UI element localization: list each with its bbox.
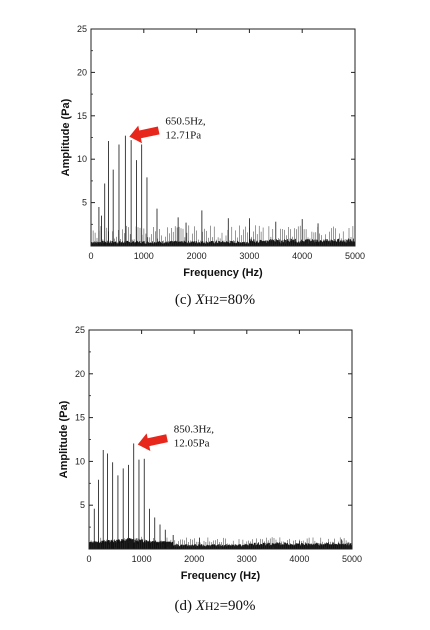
- y-axis-title-d: Amplitude (Pa): [58, 400, 70, 478]
- x-tick-label-c-1: 1000: [134, 251, 154, 261]
- y-tick-label-d-2: 15: [75, 413, 85, 423]
- x-tick-label-d-2: 2000: [184, 554, 204, 564]
- caption-c-suffix: =80%: [219, 292, 256, 308]
- caption-d-sub: H2: [204, 599, 220, 613]
- minor-spikes-c: [92, 225, 356, 246]
- x-tick-label-c-5: 5000: [345, 251, 365, 261]
- caption-c-var: X: [195, 292, 205, 308]
- caption-c-prefix: (c): [174, 292, 196, 308]
- x-tick-label-c-4: 4000: [292, 251, 312, 261]
- caption-c: (c) XH2=80%: [0, 292, 430, 309]
- y-tick-label-c-2: 15: [77, 111, 87, 121]
- x-tick-label-d-3: 3000: [237, 554, 257, 564]
- chart-panel-d: 0 1000 2000 3000 4000 5000 5 10 15 20 25 Frequency …: [58, 325, 362, 582]
- x-axis-title-d: Frequency (Hz): [181, 570, 261, 582]
- x-axis-title-c: Frequency (Hz): [183, 267, 263, 279]
- y-tick-label-c-4: 25: [77, 24, 87, 34]
- y-tick-label-c-1: 10: [77, 154, 87, 164]
- annotation-arrow-c: [129, 125, 160, 144]
- caption-d-var: X: [195, 598, 205, 614]
- y-tick-label-d-0: 5: [80, 500, 85, 510]
- chart-panel-c: 0 1000 2000 3000 4000 5000 5 10 15 20 25 Frequency …: [60, 24, 365, 279]
- x-tick-label-d-0: 0: [86, 554, 91, 564]
- x-tick-label-d-5: 5000: [342, 554, 362, 564]
- x-tick-label-c-2: 2000: [187, 251, 207, 261]
- plot-frame-c: [90, 28, 356, 247]
- caption-d-suffix: =90%: [219, 598, 256, 614]
- y-axis-title-c: Amplitude (Pa): [60, 98, 72, 176]
- x-tick-label-d-1: 1000: [132, 554, 152, 564]
- caption-d: (d) XH2=90%: [0, 598, 430, 615]
- y-tick-label-d-3: 20: [75, 369, 85, 379]
- annotation-freq-d: 850.3Hz,: [174, 423, 215, 435]
- annotation-arrow-d: [137, 433, 168, 451]
- y-tick-label-d-1: 10: [75, 456, 85, 466]
- annotation-amp-c: 12.71Pa: [165, 130, 201, 142]
- caption-c-sub: H2: [204, 293, 220, 307]
- caption-d-prefix: (d): [174, 598, 196, 614]
- annotation-amp-d: 12.05Pa: [174, 437, 210, 449]
- x-tick-label-c-3: 3000: [239, 251, 259, 261]
- x-tick-label-d-4: 4000: [289, 554, 309, 564]
- y-tick-label-d-4: 25: [75, 325, 85, 335]
- y-tick-label-c-3: 20: [77, 67, 87, 77]
- x-tick-label-c-0: 0: [88, 251, 93, 261]
- annotation-freq-c: 650.5Hz,: [165, 116, 206, 128]
- y-tick-label-c-0: 5: [82, 198, 87, 208]
